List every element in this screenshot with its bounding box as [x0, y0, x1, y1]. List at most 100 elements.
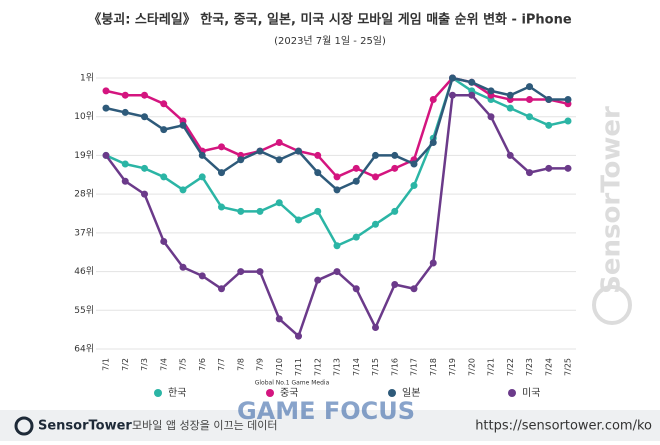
point	[160, 100, 168, 108]
x-tick-label: 7/16	[390, 358, 399, 376]
point	[372, 151, 379, 159]
point	[352, 177, 360, 185]
point	[295, 216, 302, 224]
point	[449, 91, 456, 99]
point	[352, 233, 360, 241]
point	[391, 207, 399, 215]
footer-tagline: 모바일 앱 성장을 이끄는 데이터	[132, 418, 278, 432]
point	[410, 160, 418, 168]
legend-marker	[266, 389, 274, 397]
point	[352, 164, 360, 172]
point	[295, 332, 302, 340]
point	[564, 164, 572, 172]
legend-marker	[388, 389, 396, 397]
point	[314, 276, 322, 284]
point	[545, 121, 553, 129]
x-tick-label: 7/10	[275, 358, 284, 376]
point	[141, 113, 148, 121]
point	[237, 156, 245, 164]
point	[333, 173, 341, 181]
point	[160, 237, 168, 245]
point	[333, 268, 341, 276]
point	[333, 186, 341, 194]
point	[160, 173, 168, 181]
point	[429, 139, 437, 147]
point	[487, 113, 495, 121]
point	[526, 169, 533, 177]
x-tick-label: 7/19	[448, 358, 457, 376]
point	[352, 285, 360, 293]
point	[121, 177, 129, 185]
point	[487, 87, 495, 95]
point	[468, 78, 476, 86]
legend-label: 중국	[280, 387, 298, 399]
x-tick-label: 7/6	[198, 358, 207, 371]
y-tick-label: 10위	[74, 111, 94, 122]
footer-bar	[0, 410, 660, 441]
point	[160, 126, 168, 134]
y-tick-label: 55위	[74, 305, 94, 316]
point	[545, 164, 553, 172]
point	[256, 147, 264, 155]
series-line	[104, 93, 568, 338]
point	[121, 91, 129, 99]
point	[429, 96, 437, 104]
x-tick-label: 7/8	[236, 358, 245, 371]
point	[449, 74, 456, 82]
point	[275, 139, 283, 147]
point	[314, 169, 322, 177]
footer-logo-icon	[14, 416, 34, 436]
x-tick-label: 7/21	[487, 358, 496, 376]
legend-label: 일본	[402, 387, 420, 399]
point	[564, 96, 572, 104]
point	[198, 151, 206, 159]
x-tick-label: 7/4	[159, 358, 168, 371]
point	[410, 182, 418, 190]
y-tick-label: 64위	[74, 344, 94, 355]
point	[372, 323, 379, 331]
x-tick-label: 7/15	[371, 358, 380, 376]
point	[141, 190, 148, 198]
point	[391, 280, 399, 288]
x-tick-label: 7/25	[564, 358, 573, 376]
x-tick-label: 7/12	[313, 358, 322, 376]
point	[237, 268, 245, 276]
point	[506, 151, 514, 159]
x-tick-label: 7/23	[525, 358, 534, 376]
watermark-brand: SensorTower	[597, 106, 627, 294]
point	[526, 96, 533, 104]
point	[198, 173, 206, 181]
point	[275, 315, 283, 323]
point	[429, 259, 437, 267]
point	[121, 160, 129, 168]
point	[545, 96, 553, 104]
footer-logo: SensorTower	[38, 419, 132, 434]
point	[256, 207, 264, 215]
chart-title: 《붕괴: 스타레일》 한국, 중국, 일본, 미국 시장 모바일 게임 매출 순…	[88, 12, 572, 28]
media-watermark: GAME FOCUS	[237, 397, 415, 425]
point	[179, 263, 187, 271]
y-tick-label: 1위	[80, 73, 94, 84]
footer-url: https://sensortower.com/ko	[475, 419, 652, 434]
point	[314, 151, 322, 159]
x-tick-label: 7/24	[544, 358, 553, 376]
chart-subtitle: (2023년 7월 1일 - 25일)	[274, 35, 386, 47]
point	[506, 91, 514, 99]
point	[526, 83, 533, 91]
point	[372, 220, 379, 228]
point	[141, 91, 148, 99]
point	[218, 169, 225, 177]
point	[372, 173, 379, 181]
point	[256, 268, 264, 276]
x-tick-label: 7/1	[102, 358, 111, 371]
y-tick-label: 19위	[74, 150, 94, 161]
point	[237, 207, 245, 215]
x-tick-label: 7/14	[352, 358, 361, 376]
point	[121, 108, 129, 116]
legend-label: 미국	[522, 387, 540, 399]
point	[179, 121, 187, 129]
point	[526, 113, 533, 121]
point	[198, 272, 206, 280]
x-tick-label: 7/7	[217, 358, 226, 371]
point	[102, 87, 110, 95]
